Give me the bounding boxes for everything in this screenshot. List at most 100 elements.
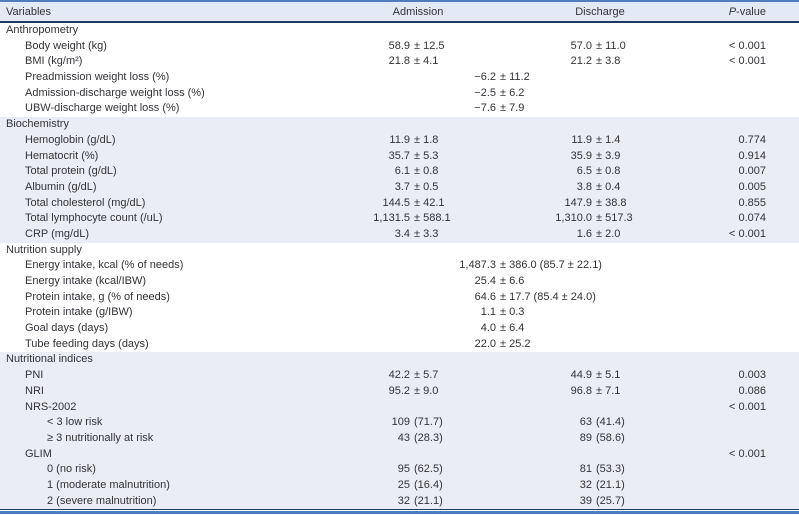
table-row: Albumin (g/dL) 3.7 ± 0.5 3.8 ± 0.4 0.005 bbox=[0, 179, 799, 196]
row-label: UBW-discharge weight loss (%) bbox=[25, 102, 180, 115]
table-row: Energy intake, kcal (% of needs) 1,487.3 ±… bbox=[0, 258, 799, 274]
p-value: 0.005 bbox=[738, 180, 766, 193]
admission-value-right: ± 1.8 bbox=[414, 133, 439, 146]
discharge-value: 32 (21.1) bbox=[500, 478, 700, 494]
combined-value-left: 25.4 bbox=[474, 275, 496, 287]
row-label: Tube feeding days (days) bbox=[25, 337, 149, 350]
p-value: < 0.001 bbox=[728, 400, 766, 413]
bottom-rule-gap bbox=[0, 510, 799, 512]
p-value: 0.003 bbox=[738, 369, 766, 382]
discharge-value: 96.8 ± 7.1 bbox=[500, 384, 700, 400]
discharge-value bbox=[500, 447, 700, 463]
combined-value: −7.6 ± 7.9 bbox=[336, 101, 700, 117]
admission-value-left: 3.7 bbox=[394, 180, 410, 193]
p-value: 0.074 bbox=[738, 212, 766, 225]
admission-value: 35.7 ± 5.3 bbox=[336, 149, 500, 165]
discharge-value-left: 44.9 bbox=[570, 369, 592, 382]
section-title: Nutrition supply bbox=[6, 243, 82, 256]
column-header-p-value: P-value bbox=[700, 6, 799, 18]
row-label: Hemoglobin (g/dL) bbox=[25, 133, 116, 146]
admission-value: 1,131.5 ± 588.1 bbox=[336, 211, 500, 227]
discharge-value: 1.6 ± 2.0 bbox=[500, 227, 700, 243]
p-value bbox=[700, 290, 799, 306]
admission-value: 144.5 ± 42.1 bbox=[336, 196, 500, 212]
p-value bbox=[700, 337, 799, 353]
p-value bbox=[700, 101, 799, 117]
column-header-variables: Variables bbox=[6, 5, 52, 18]
row-label: Admission-discharge weight loss (%) bbox=[25, 86, 205, 99]
row-label: Energy intake (kcal/IBW) bbox=[25, 275, 147, 287]
section-header-row: Biochemistry bbox=[0, 117, 799, 133]
admission-value-left: 11.9 bbox=[389, 133, 410, 146]
section-header-row: Anthropometry bbox=[0, 23, 799, 39]
row-label: Goal days (days) bbox=[25, 322, 109, 335]
admission-value-right: ± 5.7 bbox=[414, 369, 439, 382]
table-row: CRP (mg/dL) 3.4 ± 3.3 1.6 ± 2.0 < 0.001 bbox=[0, 226, 799, 243]
combined-value: 64.6 ± 17.7 (85.4 ± 24.0) bbox=[336, 290, 700, 306]
admission-value-right: ± 0.8 bbox=[414, 165, 439, 178]
table-row: PNI 42.2 ± 5.7 44.9 ± 5.1 0.003 bbox=[0, 368, 799, 384]
discharge-value-right: (25.7) bbox=[596, 494, 625, 507]
row-label: Total cholesterol (mg/dL) bbox=[25, 196, 146, 209]
discharge-value-right: ± 3.9 bbox=[596, 149, 621, 162]
discharge-value-left: 39 bbox=[579, 494, 592, 507]
row-label: NRS-2002 bbox=[25, 400, 77, 413]
p-value bbox=[700, 462, 799, 478]
table-row: Preadmission weight loss (%) −6.2 ± 11.2 bbox=[0, 70, 799, 86]
row-label: Body weight (kg) bbox=[25, 39, 107, 52]
admission-value bbox=[336, 447, 500, 463]
table-row: ≥ 3 nutritionally at risk 43 (28.3) 89 (58.6… bbox=[0, 430, 799, 447]
p-value: < 0.001 bbox=[728, 447, 766, 460]
discharge-value: 39 (25.7) bbox=[500, 494, 700, 510]
table-row: Protein intake (g/IBW) 1.1 ± 0.3 bbox=[0, 305, 799, 322]
column-header-discharge: Discharge bbox=[575, 5, 625, 18]
discharge-value-right: ± 38.8 bbox=[596, 196, 627, 209]
discharge-value-right: ± 7.1 bbox=[596, 384, 621, 397]
discharge-value: 89 (58.6) bbox=[500, 431, 700, 447]
discharge-value: 81 (53.3) bbox=[500, 462, 700, 478]
row-label: 2 (severe malnutrition) bbox=[47, 494, 157, 507]
p-value bbox=[700, 494, 799, 510]
combined-value: 1.1 ± 0.3 bbox=[336, 305, 700, 321]
table-row: Tube feeding days (days) 22.0 ± 25.2 bbox=[0, 336, 799, 353]
combined-value: 22.0 ± 25.2 bbox=[336, 337, 700, 353]
discharge-value-right: (41.4) bbox=[596, 416, 625, 429]
discharge-value-left: 96.8 bbox=[570, 384, 592, 397]
p-value: 0.086 bbox=[738, 384, 766, 397]
discharge-value-left: 89 bbox=[579, 431, 592, 444]
p-value bbox=[700, 478, 799, 494]
admission-value: 58.9 ± 12.5 bbox=[336, 39, 500, 55]
table-row: Protein intake, g (% of needs) 64.6 ± 17.7… bbox=[0, 289, 799, 306]
row-label: Energy intake, kcal (% of needs) bbox=[25, 259, 184, 272]
p-value bbox=[700, 321, 799, 337]
admission-value-left: 25 bbox=[397, 478, 410, 491]
admission-value-left: 35.7 bbox=[388, 149, 410, 162]
admission-value-right: (21.1) bbox=[414, 494, 443, 507]
table-row: 2 (severe malnutrition) 32 (21.1) 39 (25.7) bbox=[0, 493, 799, 510]
admission-value-right: ± 588.1 bbox=[414, 212, 451, 225]
section-header-row: Nutrition supply bbox=[0, 242, 799, 259]
admission-value-right: (62.5) bbox=[414, 463, 443, 476]
admission-value-left: 95.2 bbox=[388, 384, 410, 397]
table-row: Admission-discharge weight loss (%) −2.5 ±… bbox=[0, 85, 799, 102]
combined-value-right: ± 25.2 bbox=[500, 337, 531, 350]
admission-value: 42.2 ± 5.7 bbox=[336, 368, 500, 384]
admission-value: 43 (28.3) bbox=[336, 431, 500, 447]
combined-value-left: 64.6 bbox=[474, 290, 496, 303]
admission-value-left: 43 bbox=[397, 431, 410, 444]
p-value bbox=[700, 70, 799, 86]
combined-value-left: 1,487.3 bbox=[459, 259, 496, 272]
combined-value: −6.2 ± 11.2 bbox=[336, 70, 700, 86]
table-row: Hemoglobin (g/dL) 11.9 ± 1.8 11.9 ± 1.4 0.774 bbox=[0, 132, 799, 149]
table-row: UBW-discharge weight loss (%) −7.6 ± 7.9 bbox=[0, 101, 799, 118]
row-label: < 3 low risk bbox=[47, 416, 103, 429]
discharge-value-left: 32 bbox=[579, 478, 592, 491]
row-label: Total lymphocyte count (/uL) bbox=[25, 212, 163, 225]
discharge-value: 11.9 ± 1.4 bbox=[500, 133, 700, 149]
row-label: BMI (kg/m²) bbox=[25, 55, 83, 68]
table-body: Anthropometry Body weight (kg) 58.9 ± 12.5 5… bbox=[0, 23, 799, 510]
table-row: 0 (no risk) 95 (62.5) 81 (53.3) bbox=[0, 462, 799, 478]
admission-value-right: ± 0.5 bbox=[414, 180, 439, 193]
p-value: 0.914 bbox=[738, 149, 766, 162]
